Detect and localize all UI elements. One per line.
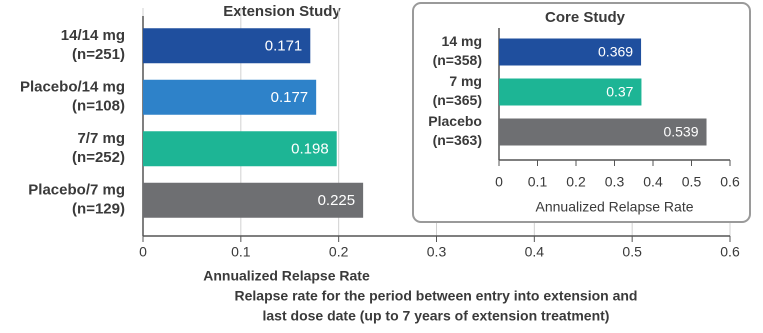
x-tick-label: 0.5: [622, 244, 642, 260]
category-label: 7 mg: [449, 73, 482, 89]
x-tick-label: 0.2: [329, 244, 349, 260]
bar: [143, 79, 317, 115]
x-tick-label: 0.1: [528, 174, 548, 190]
bar: [499, 118, 707, 146]
chart-title: Core Study: [545, 9, 626, 26]
category-label: (n=108): [72, 98, 125, 115]
category-label: Placebo/7 mg: [28, 182, 125, 199]
bar: [143, 28, 311, 64]
note: Relapse rate for the period between entr…: [235, 288, 638, 304]
x-tick-label: 0.4: [643, 174, 663, 190]
x-tick-label: 0.3: [605, 174, 625, 190]
category-label: (n=363): [433, 132, 482, 148]
category-label: (n=129): [72, 201, 125, 218]
bar: [143, 131, 337, 167]
x-tick-label: 0.4: [525, 244, 545, 260]
value-label: 0.225: [318, 192, 356, 209]
category-label: (n=365): [433, 92, 482, 108]
category-label: (n=251): [72, 46, 125, 63]
bar: [499, 38, 642, 66]
category-label: 7/7 mg: [77, 130, 125, 147]
category-label: (n=358): [433, 52, 482, 68]
x-tick-label: 0.6: [720, 174, 740, 190]
note: last dose date (up to 7 years of extensi…: [263, 308, 610, 324]
x-tick-label: 0.1: [231, 244, 251, 260]
value-label: 0.369: [598, 44, 633, 60]
value-label: 0.539: [663, 124, 698, 140]
x-tick-label: 0.6: [720, 244, 740, 260]
category-label: (n=252): [72, 149, 125, 166]
value-label: 0.177: [271, 89, 309, 106]
chart-title: Extension Study: [223, 3, 341, 20]
category-label: Placebo: [428, 113, 482, 129]
bar: [143, 182, 364, 218]
x-axis-label: Annualized Relapse Rate: [203, 268, 370, 284]
value-label: 0.198: [291, 141, 329, 158]
x-tick-label: 0.3: [427, 244, 447, 260]
value-label: 0.171: [265, 38, 303, 55]
x-tick-label: 0: [139, 244, 147, 260]
bar: [499, 78, 642, 106]
inset-frame: [412, 2, 751, 223]
category-label: 14/14 mg: [61, 27, 125, 44]
x-tick-label: 0.5: [682, 174, 702, 190]
x-axis-label: Annualized Relapse Rate: [536, 199, 694, 215]
category-label: 14 mg: [442, 33, 482, 49]
value-label: 0.37: [606, 84, 633, 100]
category-label: Placebo/14 mg: [20, 79, 125, 96]
x-tick-label: 0: [495, 174, 503, 190]
x-tick-label: 0.2: [566, 174, 586, 190]
